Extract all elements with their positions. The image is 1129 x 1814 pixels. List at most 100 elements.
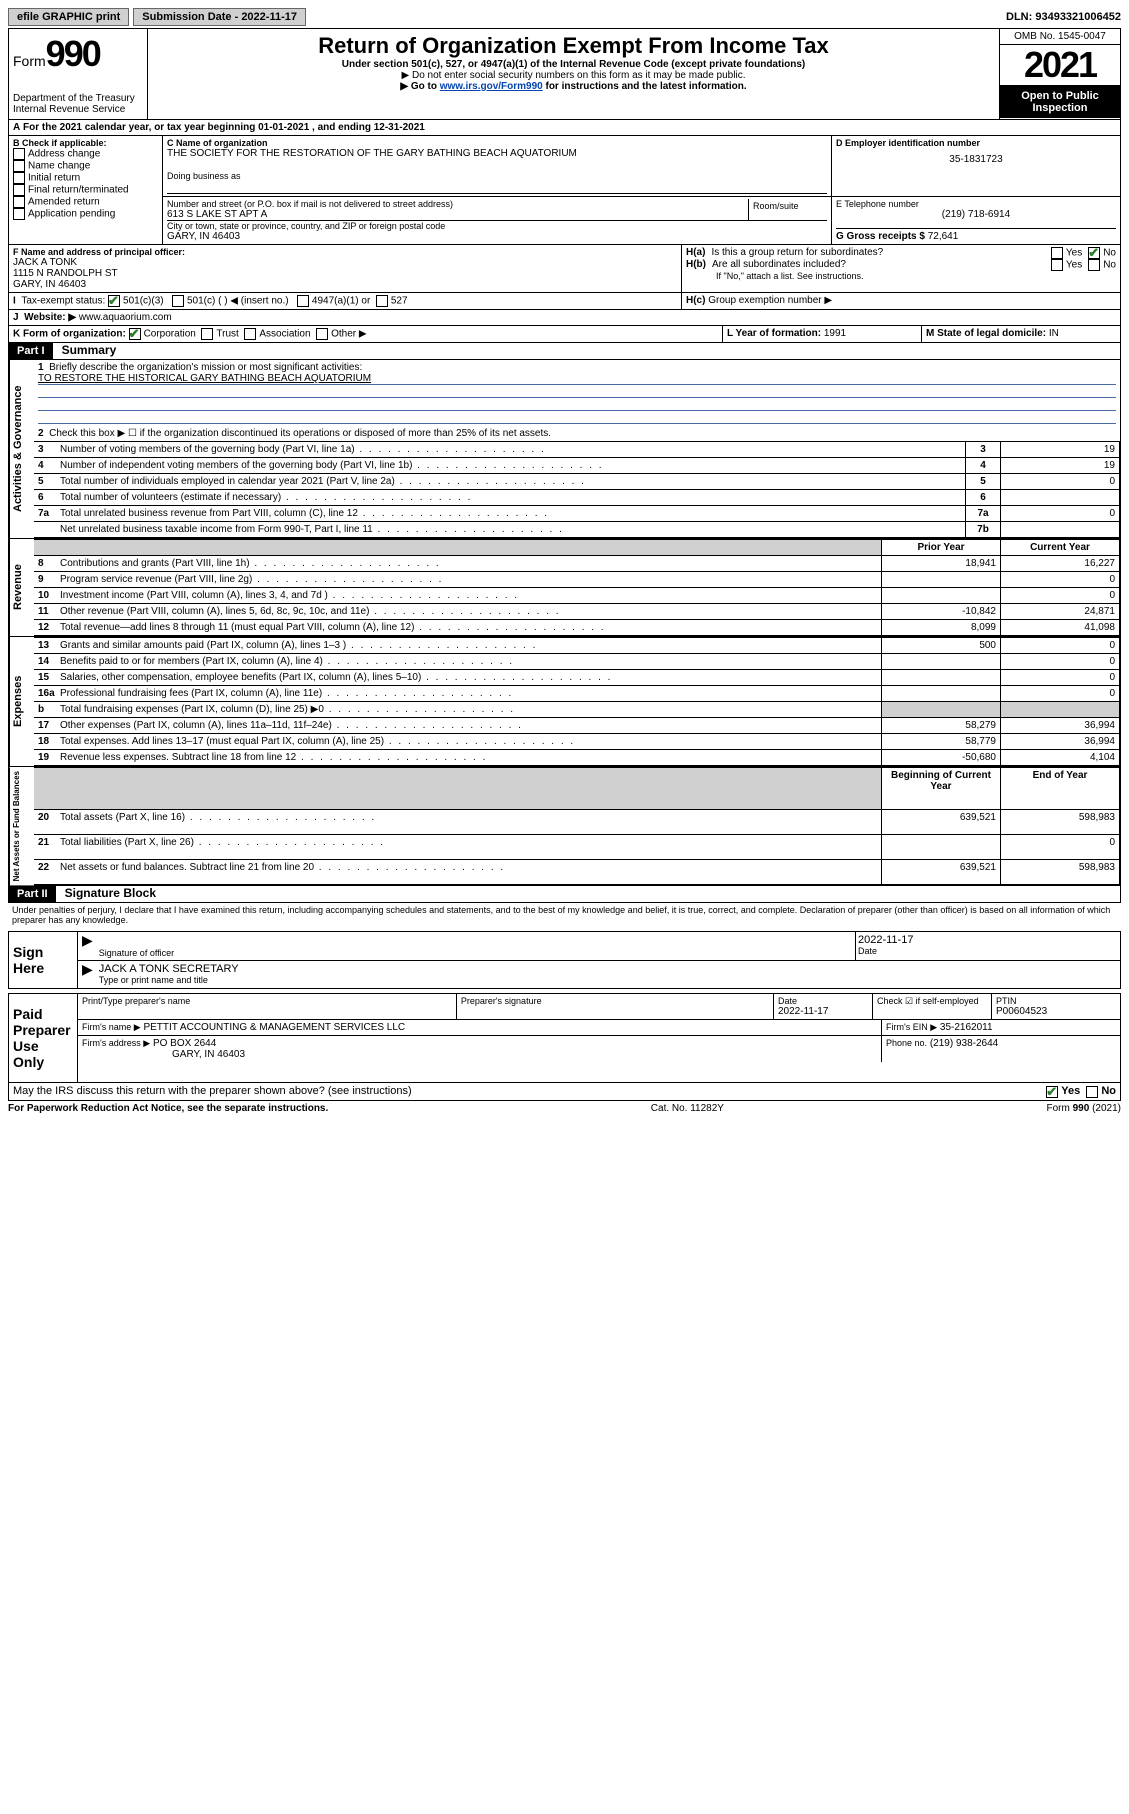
part1-header: Part I: [9, 343, 53, 359]
ha-yes: Yes: [1066, 248, 1082, 259]
501c3-checkbox[interactable]: [108, 295, 120, 307]
omb-text: OMB No. 1545-0047: [1000, 29, 1120, 45]
officer-sig-field[interactable]: [99, 934, 853, 948]
part1-net: Net Assets or Fund Balances Beginning of…: [8, 767, 1121, 886]
table-row: 6Total number of volunteers (estimate if…: [34, 490, 1120, 506]
inspection-badge: Open to Public Inspection: [1000, 86, 1120, 118]
efile-button[interactable]: efile GRAPHIC print: [8, 8, 129, 26]
hb-yes-checkbox[interactable]: [1051, 259, 1063, 271]
irs-link[interactable]: www.irs.gov/Form990: [440, 81, 543, 92]
sig-date-label: Date: [858, 946, 1118, 956]
prep-sig-label: Preparer's signature: [461, 996, 769, 1006]
table-row: 4Number of independent voting members of…: [34, 458, 1120, 474]
org-name: THE SOCIETY FOR THE RESTORATION OF THE G…: [167, 148, 827, 159]
part2-header-row: Part II Signature Block: [8, 886, 1121, 903]
footer-left: For Paperwork Reduction Act Notice, see …: [8, 1103, 328, 1114]
b-opt-4: Amended return: [28, 197, 100, 208]
website-value: www.aquaorium.com: [79, 312, 172, 323]
submission-button[interactable]: Submission Date - 2022-11-17: [133, 8, 306, 26]
form-prefix: Form: [13, 53, 46, 69]
gov-table: 3Number of voting members of the governi…: [34, 441, 1120, 538]
self-employed-check: Check ☑ if self-employed: [872, 994, 991, 1019]
discuss-row: May the IRS discuss this return with the…: [8, 1083, 1121, 1100]
assoc-checkbox[interactable]: [244, 328, 256, 340]
part1-gov: Activities & Governance 1 Briefly descri…: [8, 360, 1121, 539]
klm-block: K Form of organization: Corporation Trus…: [8, 326, 1121, 343]
discuss-no-checkbox[interactable]: [1086, 1086, 1098, 1098]
prep-date-value: 2022-11-17: [778, 1006, 868, 1017]
k-trust: Trust: [216, 329, 238, 340]
527-checkbox[interactable]: [376, 295, 388, 307]
app-pending-checkbox[interactable]: [13, 208, 25, 220]
501c-checkbox[interactable]: [172, 295, 184, 307]
table-row: 17Other expenses (Part IX, column (A), l…: [34, 718, 1120, 734]
g-label: G Gross receipts $: [836, 231, 925, 242]
4947-checkbox[interactable]: [297, 295, 309, 307]
k-other: Other ▶: [331, 329, 366, 340]
arrow-icon-2: ▶: [78, 961, 97, 987]
m-value: IN: [1049, 328, 1059, 339]
firm-phone-value: (219) 938-2644: [930, 1038, 998, 1049]
table-row: 5Total number of individuals employed in…: [34, 474, 1120, 490]
room-label: Room/suite: [748, 199, 827, 220]
arrow-icon: ▶: [78, 932, 97, 960]
dba-value: [167, 181, 827, 194]
amended-return-checkbox[interactable]: [13, 196, 25, 208]
section-b: B Check if applicable: Address change Na…: [9, 136, 163, 244]
j-label: Website: ▶: [24, 312, 76, 323]
city-value: GARY, IN 46403: [167, 231, 827, 242]
address-change-checkbox[interactable]: [13, 148, 25, 160]
section-hc: H(c) Group exemption number ▶: [681, 293, 1120, 309]
discuss-yes: Yes: [1061, 1085, 1080, 1097]
section-f: F Name and address of principal officer:…: [9, 245, 681, 292]
other-checkbox[interactable]: [316, 328, 328, 340]
b-opt-0: Address change: [28, 149, 100, 160]
form-note2: ▶ Go to www.irs.gov/Form990 for instruct…: [154, 81, 993, 92]
ptin-value: P00604523: [996, 1006, 1116, 1017]
corp-checkbox[interactable]: [129, 328, 141, 340]
discuss-yes-checkbox[interactable]: [1046, 1086, 1058, 1098]
c-name-label: C Name of organization: [167, 138, 827, 148]
table-row: 16aProfessional fundraising fees (Part I…: [34, 686, 1120, 702]
firm-ein-value: 35-2162011: [940, 1022, 993, 1033]
table-row: 7aTotal unrelated business revenue from …: [34, 506, 1120, 522]
k-label: K Form of organization:: [13, 329, 126, 340]
mission-text: TO RESTORE THE HISTORICAL GARY BATHING B…: [38, 373, 1116, 385]
exp-table: 13Grants and similar amounts paid (Part …: [34, 637, 1120, 766]
part1-header-row: Part I Summary: [8, 343, 1121, 360]
k-corp: Corporation: [144, 329, 196, 340]
tax-year-range: For the 2021 calendar year, or tax year …: [23, 122, 425, 133]
b-opt-2: Initial return: [28, 173, 80, 184]
street-value: 613 S LAKE ST APT A: [167, 209, 748, 220]
table-row: 18Total expenses. Add lines 13–17 (must …: [34, 734, 1120, 750]
name-change-checkbox[interactable]: [13, 160, 25, 172]
hb-no-checkbox[interactable]: [1088, 259, 1100, 271]
hb-note: If "No," attach a list. See instructions…: [716, 271, 1116, 281]
initial-return-checkbox[interactable]: [13, 172, 25, 184]
form-number: 990: [46, 33, 100, 74]
table-row: 11Other revenue (Part VIII, column (A), …: [34, 604, 1120, 620]
officer-type-label: Type or print name and title: [99, 975, 1118, 985]
part2-title: Signature Block: [65, 886, 156, 900]
b-opt-3: Final return/terminated: [28, 185, 129, 196]
l-value: 1991: [824, 328, 846, 339]
section-i: I Tax-exempt status: 501(c)(3) 501(c) ( …: [9, 293, 681, 309]
table-row: 3Number of voting members of the governi…: [34, 442, 1120, 458]
m-label: M State of legal domicile:: [926, 328, 1046, 339]
ha-no-checkbox[interactable]: [1088, 247, 1100, 259]
ha-yes-checkbox[interactable]: [1051, 247, 1063, 259]
officer-name-title: JACK A TONK SECRETARY: [99, 963, 1118, 975]
section-h: H(a) Is this a group return for subordin…: [681, 245, 1120, 292]
final-return-checkbox[interactable]: [13, 184, 25, 196]
trust-checkbox[interactable]: [201, 328, 213, 340]
top-bar: efile GRAPHIC print Submission Date - 20…: [8, 8, 1121, 26]
part1-rev: Revenue Prior YearCurrent Year8Contribut…: [8, 539, 1121, 637]
form-note1: ▶ Do not enter social security numbers o…: [154, 70, 993, 81]
firm-name-label: Firm's name ▶: [82, 1022, 141, 1032]
note2-pre: ▶ Go to: [400, 81, 439, 92]
b-opt-5: Application pending: [28, 209, 115, 220]
part1-exp: Expenses 13Grants and similar amounts pa…: [8, 637, 1121, 767]
i-c3: 501(c)(3): [123, 296, 164, 307]
section-l: L Year of formation: 1991: [722, 326, 921, 342]
line2-text: Check this box ▶ ☐ if the organization d…: [49, 428, 551, 439]
